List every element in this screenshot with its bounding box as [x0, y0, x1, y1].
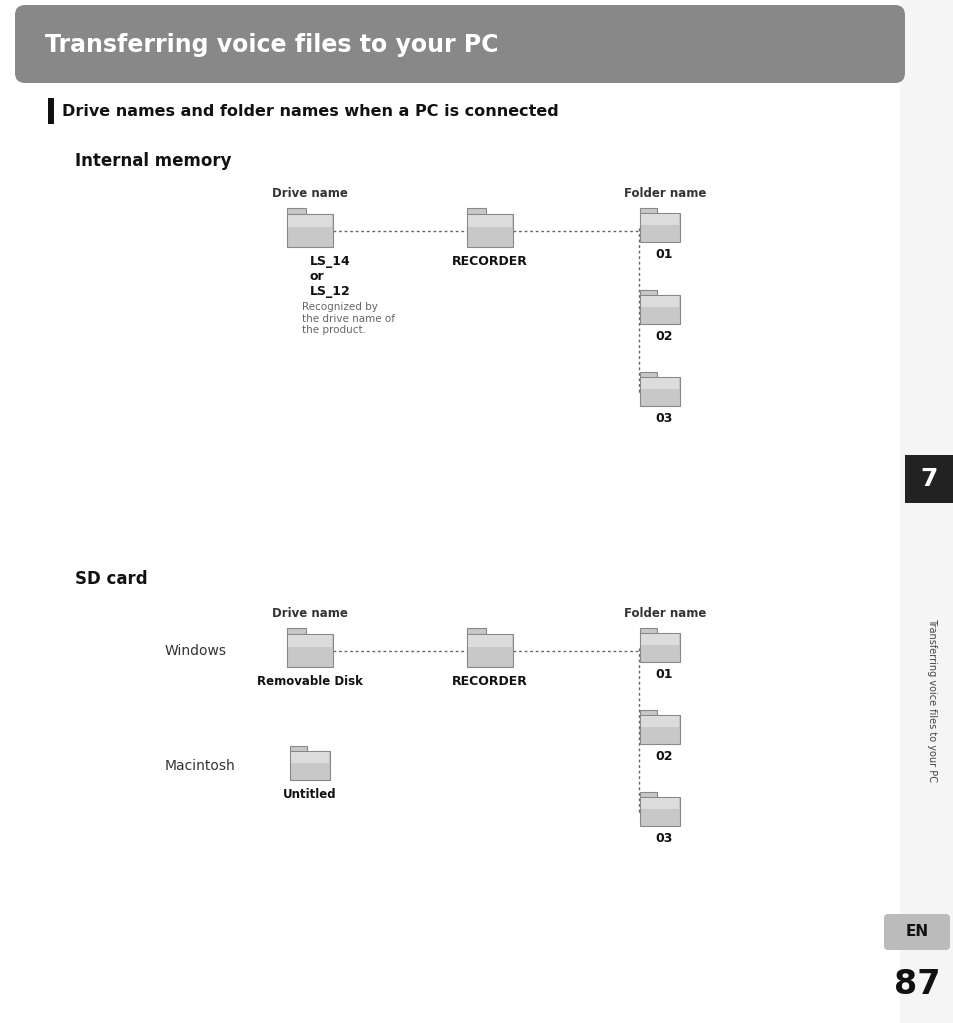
FancyBboxPatch shape — [904, 455, 953, 503]
Polygon shape — [639, 633, 679, 662]
Text: 87: 87 — [893, 969, 940, 1002]
Polygon shape — [287, 208, 306, 214]
Polygon shape — [291, 752, 329, 763]
Polygon shape — [468, 635, 512, 648]
Polygon shape — [640, 634, 679, 644]
Text: SD card: SD card — [75, 570, 148, 588]
Text: 01: 01 — [655, 668, 672, 681]
Polygon shape — [640, 214, 679, 225]
Text: 03: 03 — [655, 412, 672, 425]
Text: 7: 7 — [920, 468, 937, 491]
Polygon shape — [639, 628, 656, 633]
Text: Transferring voice files to your PC: Transferring voice files to your PC — [926, 618, 936, 782]
Polygon shape — [287, 214, 333, 248]
Bar — [899, 0, 953, 1023]
Polygon shape — [639, 792, 656, 797]
Text: Drive name: Drive name — [272, 187, 348, 201]
Bar — [48, 98, 54, 124]
Text: Windows: Windows — [165, 643, 227, 658]
Polygon shape — [639, 208, 656, 213]
Text: Transferring voice files to your PC: Transferring voice files to your PC — [45, 33, 498, 57]
Text: Removable Disk: Removable Disk — [256, 675, 362, 688]
Polygon shape — [639, 290, 656, 296]
Polygon shape — [639, 710, 656, 715]
Polygon shape — [640, 379, 679, 389]
Polygon shape — [640, 297, 679, 307]
Polygon shape — [290, 751, 330, 780]
Text: Folder name: Folder name — [623, 607, 705, 620]
FancyBboxPatch shape — [883, 914, 949, 950]
Text: Drive name: Drive name — [272, 607, 348, 620]
Polygon shape — [639, 715, 679, 744]
Text: 01: 01 — [655, 248, 672, 261]
Polygon shape — [288, 215, 332, 227]
Text: RECORDER: RECORDER — [452, 675, 527, 688]
Text: 03: 03 — [655, 832, 672, 845]
FancyBboxPatch shape — [15, 5, 904, 83]
Polygon shape — [639, 377, 679, 406]
Text: Internal memory: Internal memory — [75, 152, 232, 170]
Polygon shape — [288, 635, 332, 648]
Text: Drive names and folder names when a PC is connected: Drive names and folder names when a PC i… — [62, 104, 558, 120]
Polygon shape — [468, 215, 512, 227]
Polygon shape — [639, 296, 679, 324]
Text: Untitled: Untitled — [283, 788, 336, 801]
Polygon shape — [290, 746, 307, 751]
Text: RECORDER: RECORDER — [452, 255, 527, 268]
Polygon shape — [467, 208, 486, 214]
Polygon shape — [467, 214, 513, 248]
Polygon shape — [640, 716, 679, 726]
Polygon shape — [287, 628, 306, 634]
Text: 02: 02 — [655, 330, 672, 343]
Polygon shape — [639, 797, 679, 826]
Text: LS_14
or
LS_12: LS_14 or LS_12 — [310, 255, 351, 298]
Text: 02: 02 — [655, 750, 672, 763]
Polygon shape — [467, 634, 513, 667]
Text: Recognized by
the drive name of
the product.: Recognized by the drive name of the prod… — [302, 302, 395, 336]
Polygon shape — [639, 213, 679, 242]
Polygon shape — [467, 628, 486, 634]
Polygon shape — [287, 634, 333, 667]
Text: EN: EN — [904, 925, 927, 939]
Text: Macintosh: Macintosh — [165, 759, 235, 772]
Text: Folder name: Folder name — [623, 187, 705, 201]
Polygon shape — [639, 372, 656, 377]
Polygon shape — [640, 798, 679, 809]
